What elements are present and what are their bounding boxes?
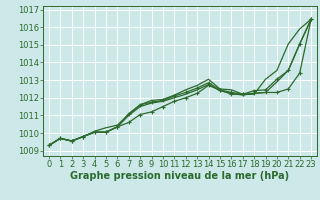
X-axis label: Graphe pression niveau de la mer (hPa): Graphe pression niveau de la mer (hPa) <box>70 171 290 181</box>
